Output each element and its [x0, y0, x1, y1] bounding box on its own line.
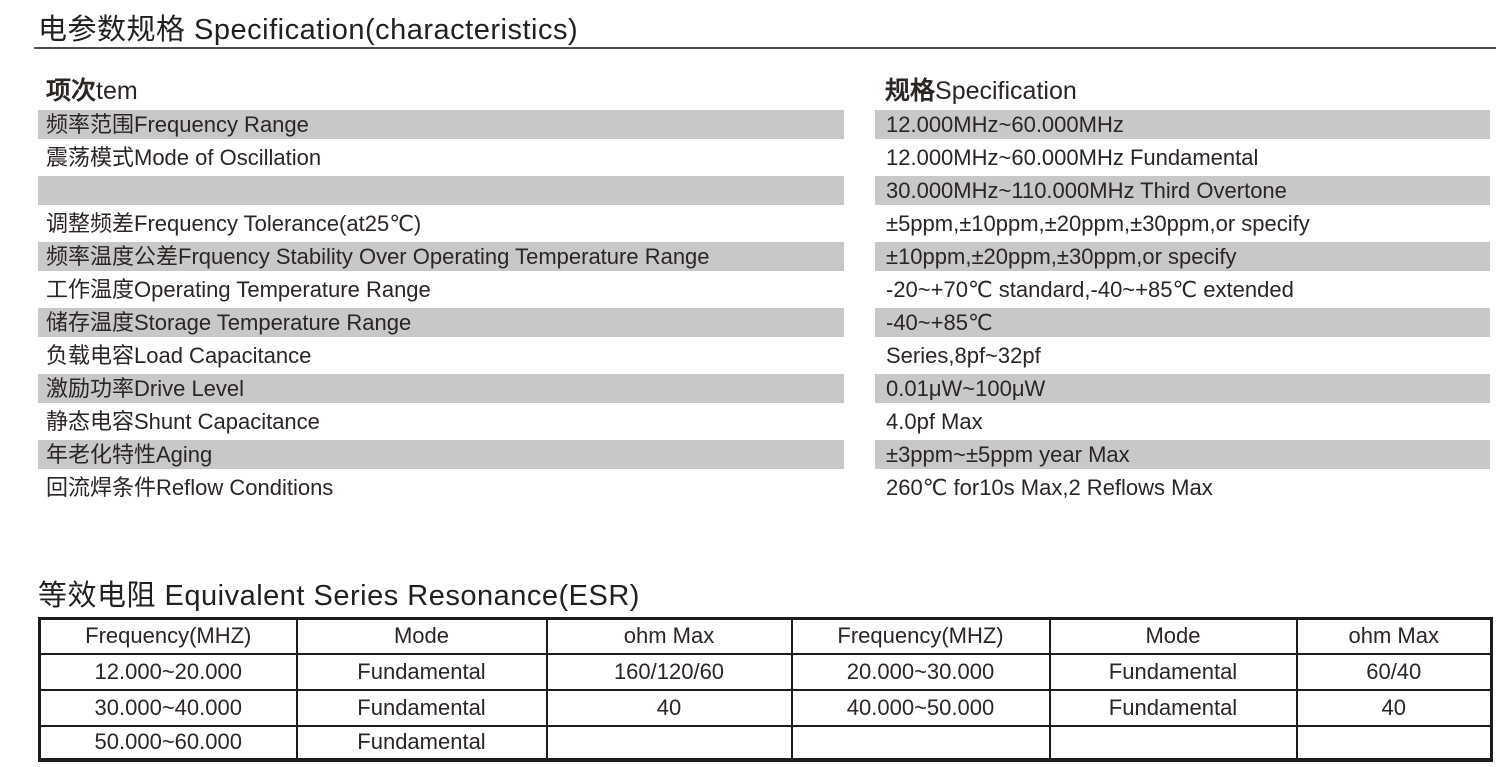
- esr-cell: 60/40: [1295, 652, 1493, 691]
- title-divider: [34, 47, 1496, 49]
- spec-value-cell: Series,8pf~32pf: [886, 343, 1041, 368]
- spec-header-item-en: tem: [96, 77, 138, 105]
- spec-value-cell: 12.000MHz~60.000MHz Fundamental: [886, 145, 1259, 170]
- spec-value-cell: ±3ppm~±5ppm year Max: [875, 440, 1490, 469]
- spec-item-cell: 储存温度Storage Temperature Range: [38, 308, 844, 337]
- spec-item-cell: 调整频差Frequency Tolerance(at25℃): [46, 211, 422, 236]
- esr-data-row: 50.000~60.000 Fundamental: [38, 724, 1493, 761]
- esr-cell: Fundamental: [295, 652, 548, 691]
- spec-header-item: 项次tem: [46, 71, 138, 107]
- esr-cell: 40: [1295, 688, 1493, 727]
- esr-cell: [1048, 724, 1298, 761]
- esr-cell: [790, 724, 1051, 761]
- esr-cell: 30.000~40.000: [38, 688, 298, 727]
- spec-item-cell: 工作温度Operating Temperature Range: [46, 277, 431, 302]
- spec-row-operating-temperature: 工作温度Operating Temperature Range -20~+70℃…: [0, 273, 1508, 306]
- spec-row-frequency-range: 频率范围Frequency Range 12.000MHz~60.000MHz: [0, 108, 1508, 141]
- spec-value-cell: ±10ppm,±20ppm,±30ppm,or specify: [875, 242, 1490, 271]
- spec-value-cell: ±5ppm,±10ppm,±20ppm,±30ppm,or specify: [886, 211, 1310, 236]
- esr-header-cell: Frequency(MHZ): [38, 617, 298, 655]
- spec-value-cell: 12.000MHz~60.000MHz: [875, 110, 1490, 139]
- spec-table-header: 项次tem 规格Specification: [0, 71, 1508, 105]
- esr-header-cell: ohm Max: [1295, 617, 1493, 655]
- spec-row-load-capacitance: 负载电容Load Capacitance Series,8pf~32pf: [0, 339, 1508, 372]
- spec-row-shunt-capacitance: 静态电容Shunt Capacitance 4.0pf Max: [0, 405, 1508, 438]
- spec-row-frequency-tolerance: 调整频差Frequency Tolerance(at25℃) ±5ppm,±10…: [0, 207, 1508, 240]
- spec-row-storage-temperature: 储存温度Storage Temperature Range -40~+85℃: [0, 306, 1508, 339]
- esr-cell: 50.000~60.000: [38, 724, 298, 761]
- esr-data-row: 12.000~20.000 Fundamental 160/120/60 20.…: [38, 652, 1493, 691]
- spec-header-item-zh: 项次: [46, 77, 97, 105]
- esr-header-cell: ohm Max: [545, 617, 793, 655]
- esr-data-row: 30.000~40.000 Fundamental 40 40.000~50.0…: [38, 688, 1493, 727]
- spec-item-cell: 震荡模式Mode of Oscillation: [46, 145, 322, 170]
- esr-cell: Fundamental: [295, 724, 548, 761]
- spec-item-cell: 激励功率Drive Level: [38, 374, 844, 403]
- esr-table: Frequency(MHZ) Mode ohm Max Frequency(MH…: [38, 617, 1493, 762]
- esr-title: 等效电阻 Equivalent Series Resonance(ESR): [38, 580, 640, 612]
- spec-item-cell: 年老化特性Aging: [38, 440, 844, 469]
- spec-row-third-overtone: 30.000MHz~110.000MHz Third Overtone: [0, 174, 1508, 207]
- spec-row-reflow-conditions: 回流焊条件Reflow Conditions 260℃ for10s Max,2…: [0, 471, 1508, 504]
- spec-value-cell: -20~+70℃ standard,-40~+85℃ extended: [886, 277, 1294, 302]
- spec-header-spec-zh: 规格: [885, 77, 936, 105]
- spec-row-mode-of-oscillation: 震荡模式Mode of Oscillation 12.000MHz~60.000…: [0, 141, 1508, 174]
- spec-row-aging: 年老化特性Aging ±3ppm~±5ppm year Max: [0, 438, 1508, 471]
- spec-item-cell: [38, 176, 844, 205]
- esr-header-cell: Frequency(MHZ): [790, 617, 1051, 655]
- spec-row-frequency-stability: 频率温度公差Frquency Stability Over Operating …: [0, 240, 1508, 273]
- esr-cell: Fundamental: [1048, 688, 1298, 727]
- spec-value-cell: -40~+85℃: [875, 308, 1490, 337]
- esr-cell: 40: [545, 688, 793, 727]
- esr-cell: Fundamental: [295, 688, 548, 727]
- spec-header-spec-en: Specification: [935, 77, 1077, 105]
- spec-item-cell: 回流焊条件Reflow Conditions: [46, 475, 334, 500]
- spec-item-cell: 静态电容Shunt Capacitance: [46, 409, 320, 434]
- spec-value-cell: 30.000MHz~110.000MHz Third Overtone: [875, 176, 1490, 205]
- spec-value-cell: 0.01μW~100μW: [875, 374, 1490, 403]
- spec-row-drive-level: 激励功率Drive Level 0.01μW~100μW: [0, 372, 1508, 405]
- esr-cell: 40.000~50.000: [790, 688, 1051, 727]
- esr-cell: Fundamental: [1048, 652, 1298, 691]
- esr-header-row: Frequency(MHZ) Mode ohm Max Frequency(MH…: [38, 617, 1493, 655]
- spec-header-spec: 规格Specification: [885, 71, 1077, 107]
- esr-cell: 12.000~20.000: [38, 652, 298, 691]
- spec-table: 频率范围Frequency Range 12.000MHz~60.000MHz …: [0, 108, 1508, 504]
- esr-header-cell: Mode: [295, 617, 548, 655]
- page-title: 电参数规格 Specification(characteristics): [38, 14, 579, 46]
- spec-value-cell: 260℃ for10s Max,2 Reflows Max: [886, 475, 1213, 500]
- esr-cell: 160/120/60: [545, 652, 793, 691]
- spec-item-cell: 频率范围Frequency Range: [38, 110, 844, 139]
- esr-cell: [1295, 724, 1493, 761]
- esr-cell: [545, 724, 793, 761]
- spec-item-cell: 频率温度公差Frquency Stability Over Operating …: [38, 242, 844, 271]
- spec-item-cell: 负载电容Load Capacitance: [46, 343, 312, 368]
- esr-cell: 20.000~30.000: [790, 652, 1051, 691]
- spec-value-cell: 4.0pf Max: [886, 409, 983, 434]
- esr-header-cell: Mode: [1048, 617, 1298, 655]
